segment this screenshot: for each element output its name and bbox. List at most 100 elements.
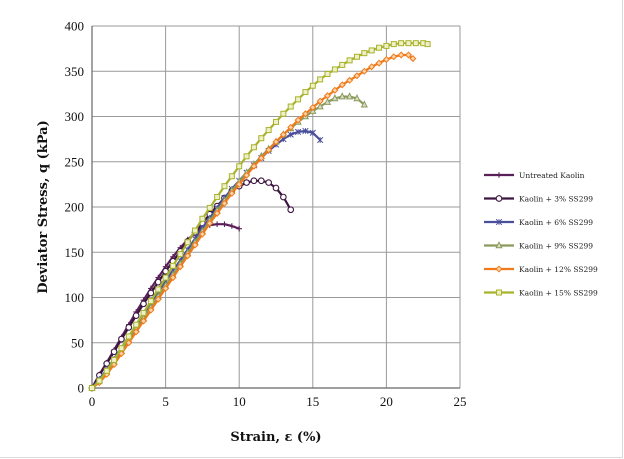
- data-point: [331, 93, 339, 102]
- data-point: [250, 162, 258, 170]
- data-point: [229, 223, 235, 229]
- legend-label: Kaolin + 3% SS299: [519, 194, 593, 203]
- x-axis-title: Strain, ε (%): [230, 430, 321, 445]
- data-point: [118, 345, 125, 352]
- legend-item: Kaolin + 6% SS299: [484, 218, 593, 227]
- data-point: [198, 230, 206, 238]
- data-point: [154, 295, 162, 303]
- data-point: [279, 131, 287, 139]
- data-point: [294, 116, 302, 124]
- data-point: [287, 103, 294, 110]
- data-point: [221, 221, 228, 227]
- y-tick-label: 150: [65, 245, 85, 260]
- data-point: [243, 171, 251, 179]
- data-point: [177, 251, 184, 258]
- data-point: [309, 129, 316, 136]
- y-tick-label: 350: [65, 64, 85, 79]
- x-tick-labels: 0 5 10 15 20 25: [89, 394, 467, 409]
- x-tick-label: 0: [89, 394, 96, 409]
- data-point: [287, 131, 294, 138]
- legend-marker: [496, 172, 502, 178]
- data-point: [140, 300, 147, 308]
- data-point: [214, 194, 221, 201]
- x-tick-label: 10: [233, 394, 246, 409]
- data-point: [301, 110, 309, 118]
- data-point: [258, 135, 265, 142]
- data-point: [140, 317, 148, 325]
- data-point: [331, 86, 339, 94]
- x-tick-label: 20: [380, 394, 393, 409]
- data-point: [353, 72, 361, 80]
- data-point: [317, 136, 324, 144]
- data-point: [162, 284, 170, 292]
- series-5: [88, 51, 417, 392]
- data-point: [338, 92, 346, 100]
- data-point: [154, 278, 162, 286]
- data-point: [103, 360, 111, 367]
- data-point: [390, 53, 398, 61]
- data-point: [221, 183, 228, 190]
- data-point: [338, 81, 346, 89]
- data-point: [424, 41, 431, 48]
- data-point: [176, 263, 184, 271]
- data-point: [199, 215, 206, 222]
- legend-label: Kaolin + 9% SS299: [519, 241, 593, 250]
- data-point: [213, 209, 221, 217]
- data-point: [265, 127, 272, 134]
- data-point: [265, 146, 273, 154]
- data-point: [243, 153, 250, 160]
- data-point: [412, 40, 419, 47]
- data-point: [235, 180, 243, 188]
- series-lines: [88, 40, 431, 392]
- data-point: [368, 47, 375, 54]
- data-point: [155, 286, 162, 293]
- data-point: [331, 66, 338, 73]
- legend-label: Kaolin + 6% SS299: [519, 218, 593, 227]
- data-point: [147, 298, 154, 305]
- data-point: [360, 100, 368, 108]
- legend-marker: [495, 265, 503, 273]
- data-point: [323, 97, 332, 105]
- data-point: [345, 92, 354, 100]
- data-point: [169, 262, 176, 269]
- legend-item: Kaolin + 12% SS299: [484, 265, 598, 274]
- series-6: [89, 40, 431, 391]
- data-point: [272, 138, 280, 146]
- data-point: [220, 199, 228, 207]
- data-point: [397, 51, 405, 59]
- data-point: [228, 173, 235, 180]
- data-point: [125, 324, 133, 331]
- data-point: [147, 306, 155, 314]
- data-point: [206, 219, 214, 227]
- data-point: [118, 335, 125, 343]
- legend: Untreated Kaolin Kaolin + 3% SS299 Kaolin …: [484, 171, 598, 297]
- data-point: [250, 177, 258, 185]
- data-point: [257, 154, 265, 162]
- x-tick-label: 15: [306, 394, 319, 409]
- legend-item: Kaolin + 9% SS299: [484, 241, 593, 250]
- legend-label: Kaolin + 15% SS299: [519, 288, 598, 297]
- data-point: [111, 356, 118, 363]
- y-tick-label: 0: [78, 381, 85, 396]
- legend-item: Untreated Kaolin: [484, 171, 585, 180]
- data-point: [324, 70, 331, 77]
- data-point: [309, 103, 317, 111]
- data-point: [147, 289, 155, 297]
- data-point: [206, 204, 213, 211]
- data-point: [184, 239, 191, 246]
- data-point: [228, 189, 236, 197]
- axes: [91, 26, 460, 389]
- data-point: [133, 321, 140, 328]
- data-point: [346, 57, 353, 64]
- data-point: [89, 385, 95, 391]
- data-point: [273, 118, 279, 125]
- data-point: [294, 128, 302, 136]
- data-point: [361, 50, 368, 57]
- data-point: [162, 274, 169, 281]
- y-tick-labels: 0 50 100 150 200 250 300 350 400: [65, 19, 85, 396]
- data-point: [243, 179, 250, 186]
- data-point: [280, 193, 287, 201]
- data-point: [132, 312, 140, 319]
